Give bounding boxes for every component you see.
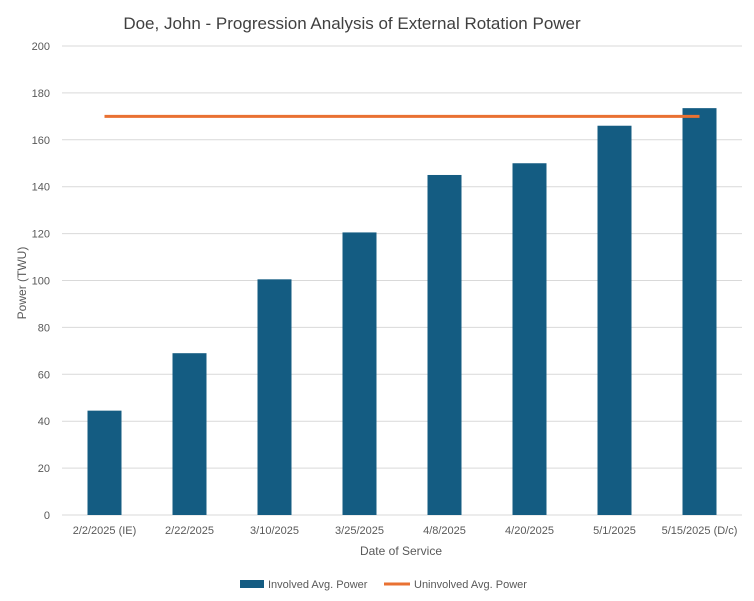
bar	[427, 174, 462, 515]
bar	[257, 279, 292, 515]
y-tick-label: 60	[38, 369, 50, 381]
x-tick-labels: 2/2/2025 (IE) 2/22/2025 3/10/2025 3/25/2025…	[73, 525, 738, 537]
y-tick-label: 40	[38, 416, 50, 428]
legend-bar-label: Involved Avg. Power	[268, 579, 368, 591]
bar	[342, 232, 377, 516]
x-axis-label: Date of Service	[360, 544, 442, 558]
bar	[682, 108, 717, 515]
bar	[597, 125, 632, 515]
bar	[87, 410, 122, 515]
y-tick-label: 180	[32, 88, 50, 100]
x-tick-label: 5/15/2025 (D/c)	[662, 525, 738, 537]
bar	[172, 353, 207, 515]
bar	[512, 163, 547, 515]
bars	[87, 108, 717, 516]
x-tick-label: 2/22/2025	[165, 525, 214, 537]
y-tick-label: 120	[32, 229, 50, 241]
y-axis-label: Power (TWU)	[15, 247, 29, 320]
y-tick-label: 0	[44, 510, 50, 522]
y-tick-label: 200	[32, 41, 50, 53]
y-tick-labels: 0 20 40 60 80 100 120 140 160 180 200	[32, 41, 50, 522]
x-tick-label: 2/2/2025 (IE)	[73, 525, 137, 537]
chart-title: Doe, John - Progression Analysis of Exte…	[123, 14, 581, 33]
y-tick-label: 80	[38, 322, 50, 334]
legend-line-label: Uninvolved Avg. Power	[414, 579, 527, 591]
y-tick-label: 160	[32, 135, 50, 147]
y-tick-label: 140	[32, 182, 50, 194]
legend-bar-swatch	[240, 580, 264, 588]
x-tick-label: 3/25/2025	[335, 525, 384, 537]
x-tick-label: 4/20/2025	[505, 525, 554, 537]
x-tick-label: 3/10/2025	[250, 525, 299, 537]
x-tick-label: 4/8/2025	[423, 525, 466, 537]
y-tick-label: 20	[38, 463, 50, 475]
legend: Involved Avg. Power Uninvolved Avg. Power	[240, 579, 527, 591]
y-tick-label: 100	[32, 276, 50, 288]
x-tick-label: 5/1/2025	[593, 525, 636, 537]
